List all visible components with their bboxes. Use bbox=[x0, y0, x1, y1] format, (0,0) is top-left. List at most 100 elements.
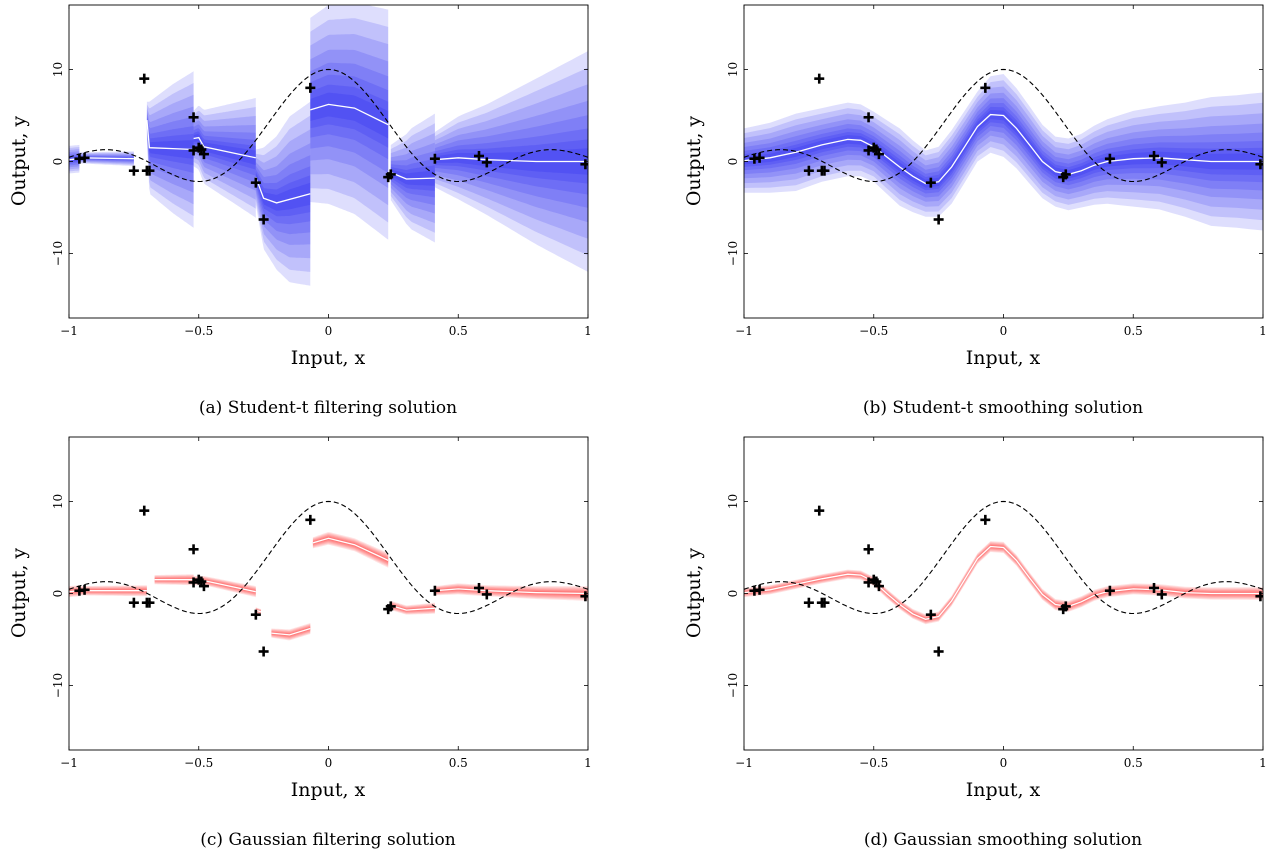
uncertainty-band bbox=[193, 107, 256, 209]
uncertainty-band bbox=[310, 62, 389, 174]
x-axis-label: Input, x bbox=[291, 779, 366, 801]
uncertainty-band bbox=[312, 534, 389, 565]
observation-point bbox=[1255, 159, 1263, 170]
uncertainty-band bbox=[193, 120, 256, 191]
posterior-mean-line bbox=[271, 627, 311, 636]
observation-point bbox=[580, 159, 588, 170]
observation-point bbox=[1104, 585, 1115, 596]
uncertainty-band bbox=[390, 165, 435, 191]
x-axis-label: Input, x bbox=[966, 347, 1041, 369]
uncertainty-band bbox=[310, 5, 389, 240]
uncertainty-band bbox=[390, 123, 435, 233]
uncertainty-band bbox=[390, 600, 435, 615]
observation-point bbox=[141, 165, 152, 176]
panel-d: −1 −0.5 0 0.5 1 −10 0 10 Input, x Output, y (d)… bbox=[683, 436, 1267, 850]
observation-point bbox=[250, 609, 261, 620]
y-tick-label: −10 bbox=[51, 241, 65, 266]
y-axis-label: Output, y bbox=[683, 116, 705, 207]
true-function-line bbox=[744, 500, 1263, 615]
x-tick-label: 1 bbox=[584, 756, 592, 770]
observation-point bbox=[1255, 591, 1263, 602]
uncertainty-band bbox=[434, 51, 588, 272]
x-tick-label: −1 bbox=[735, 324, 753, 338]
observation-point bbox=[141, 597, 152, 608]
uncertainty-band bbox=[312, 537, 389, 562]
uncertainty-band bbox=[310, 34, 389, 206]
uncertainty-band bbox=[744, 86, 1263, 210]
observation-point bbox=[754, 152, 765, 163]
uncertainty-band bbox=[434, 115, 588, 208]
posterior-mean-line bbox=[146, 120, 194, 151]
x-tick-label: 0 bbox=[1000, 756, 1008, 770]
uncertainty-band bbox=[744, 103, 1263, 194]
uncertainty-band bbox=[255, 115, 311, 272]
y-tick-label: 10 bbox=[51, 62, 65, 77]
observation-point bbox=[481, 157, 492, 168]
uncertainty-band bbox=[255, 155, 311, 235]
uncertainty-band bbox=[744, 92, 1263, 202]
observation-point bbox=[925, 609, 936, 620]
y-tick-label: 0 bbox=[726, 158, 740, 166]
uncertainty-band bbox=[146, 112, 194, 183]
uncertainty-band bbox=[146, 83, 194, 216]
axes: −1 −0.5 0 0.5 1 −10 0 10 bbox=[726, 4, 1267, 338]
posterior-mean-line bbox=[744, 113, 1263, 185]
x-tick-label: −1 bbox=[60, 324, 78, 338]
uncertainty-band bbox=[434, 67, 588, 256]
uncertainty-band bbox=[146, 116, 194, 166]
uncertainty-band bbox=[255, 173, 311, 211]
true-function-line bbox=[744, 68, 1263, 183]
observation-point bbox=[305, 514, 316, 525]
observation-point bbox=[1156, 589, 1167, 600]
x-axis-label: Input, x bbox=[291, 347, 366, 369]
observation-point bbox=[305, 82, 316, 93]
plot-area bbox=[744, 68, 1263, 231]
uncertainty-band bbox=[193, 115, 256, 200]
observation-point bbox=[474, 150, 485, 161]
observation-point bbox=[803, 165, 814, 176]
x-tick-label: 0 bbox=[325, 756, 333, 770]
y-tick-label: −10 bbox=[726, 241, 740, 266]
uncertainty-band bbox=[193, 579, 256, 594]
uncertainty-band bbox=[434, 139, 588, 184]
observation-point bbox=[933, 214, 944, 225]
uncertainty-band bbox=[390, 158, 435, 198]
observation-point bbox=[873, 149, 884, 160]
uncertainty-band bbox=[255, 129, 311, 259]
uncertainty-band bbox=[271, 623, 311, 641]
uncertainty-band bbox=[434, 84, 588, 239]
axes: −1 −0.5 0 0.5 1 −10 0 10 bbox=[726, 436, 1267, 770]
uncertainty-band bbox=[146, 114, 194, 173]
observation-point bbox=[863, 112, 874, 123]
uncertainty-band bbox=[312, 537, 389, 562]
uncertainty-band bbox=[146, 106, 194, 193]
posterior-mean-line bbox=[193, 136, 256, 159]
panel-caption: (c) Gaussian filtering solution bbox=[200, 830, 456, 850]
uncertainty-band bbox=[390, 601, 435, 614]
uncertainty-band bbox=[744, 80, 1263, 221]
x-tick-label: −0.5 bbox=[859, 756, 888, 770]
y-tick-label: 0 bbox=[726, 590, 740, 598]
observation-point bbox=[1149, 150, 1160, 161]
posterior-mean-line bbox=[312, 537, 389, 561]
true-function-line bbox=[69, 500, 588, 615]
uncertainty-band bbox=[390, 151, 435, 206]
uncertainty-band bbox=[312, 533, 389, 566]
uncertainty-band bbox=[390, 133, 435, 224]
uncertainty-band bbox=[193, 98, 256, 218]
uncertainty-band bbox=[271, 623, 311, 640]
observation-point bbox=[188, 112, 199, 123]
observation-point bbox=[816, 597, 827, 608]
x-tick-label: 0.5 bbox=[1124, 324, 1143, 338]
uncertainty-band bbox=[390, 602, 435, 613]
observation-point bbox=[250, 177, 261, 188]
posterior-mean-line bbox=[744, 545, 1263, 620]
observation-point bbox=[863, 544, 874, 555]
observation-point bbox=[128, 597, 139, 608]
x-tick-label: 1 bbox=[1259, 756, 1267, 770]
uncertainty-band bbox=[390, 602, 435, 614]
observation-point bbox=[429, 585, 440, 596]
uncertainty-band bbox=[434, 148, 588, 175]
observation-point bbox=[1060, 601, 1071, 612]
observation-point bbox=[128, 165, 139, 176]
